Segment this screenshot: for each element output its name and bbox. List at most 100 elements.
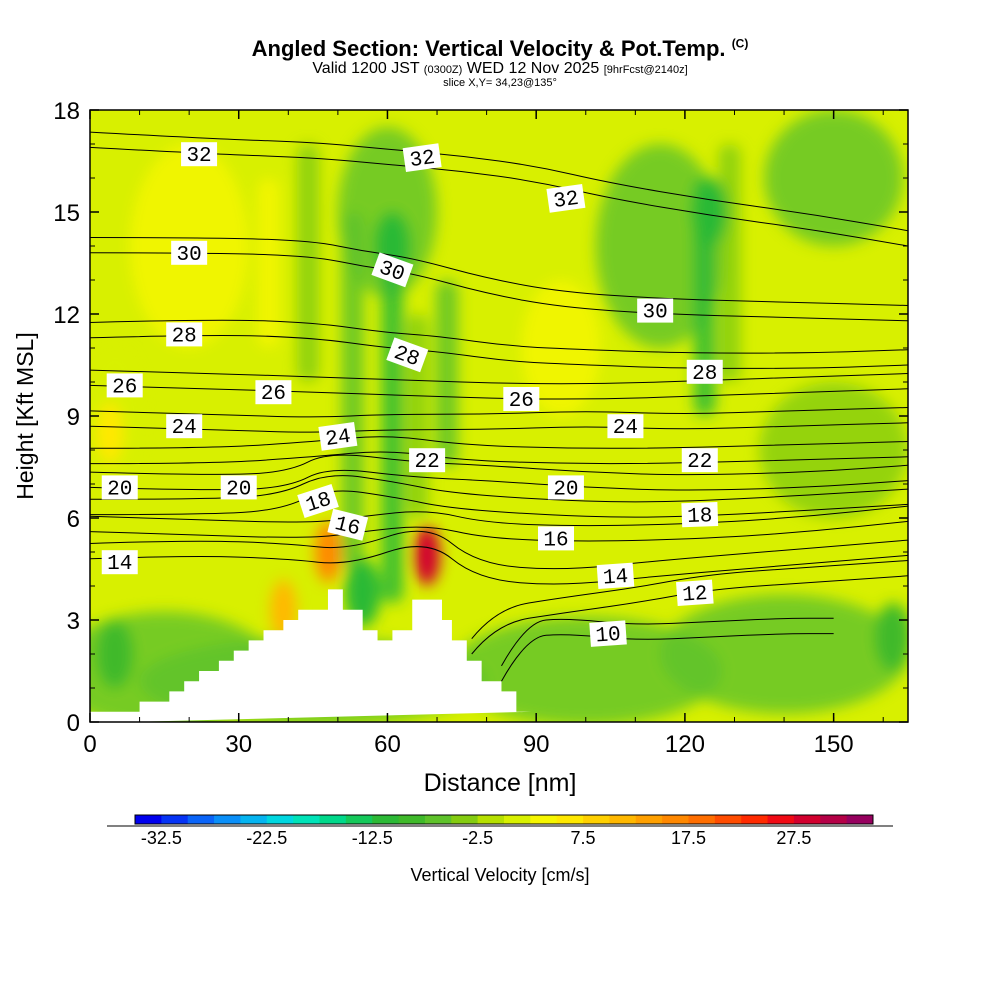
isentrope-minor (90, 505, 908, 527)
contour-label-text: 20 (226, 478, 251, 501)
contour-label: 16 (538, 526, 575, 552)
terrain (90, 589, 532, 723)
colorbar-swatch (319, 815, 347, 824)
contour-label-text: 28 (172, 325, 197, 348)
contour-label: 26 (503, 387, 540, 413)
valid-prefix: Valid 1200 JST (312, 60, 420, 77)
field-streak (718, 144, 741, 382)
colorbar-swatch (504, 815, 531, 824)
contour-label-text: 32 (408, 147, 436, 173)
isentrope-10 (501, 633, 834, 682)
colorbar-swatch (161, 815, 189, 824)
contour-label-box (171, 240, 208, 265)
contour-label: 12 (676, 579, 714, 608)
contour-label-text: 22 (687, 451, 712, 474)
colorbar-tick-label: -22.5 (246, 828, 287, 848)
downdraft-core (875, 603, 908, 671)
contour-label-text: 30 (643, 302, 668, 325)
contour-label-box (297, 484, 339, 518)
contour-label-box (681, 501, 719, 528)
y-tick-label: 6 (67, 506, 80, 533)
contour-label-box (681, 448, 718, 473)
contour-label-text: 28 (692, 363, 717, 386)
contour-label-box (589, 620, 627, 647)
colorbar-swatch (714, 815, 742, 824)
contour-label-text: 32 (552, 188, 580, 214)
contour-label-box (166, 322, 203, 347)
contour-label-text: 16 (543, 529, 568, 552)
forecast-info: [9hrFcst@2140z] (603, 64, 688, 76)
contour-label: 28 (166, 322, 203, 348)
field-band (660, 594, 908, 714)
contour-label: 20 (547, 475, 584, 501)
isentrope-32 (90, 146, 908, 247)
contour-label-text: 12 (682, 583, 709, 608)
contour-label-text: 24 (324, 426, 352, 452)
colorbar-swatch (240, 815, 268, 824)
colorbar-label: Vertical Velocity [cm/s] (410, 865, 589, 885)
contour-label-text: 20 (553, 478, 578, 501)
valid-time: Valid 1200 JST (0300Z) WED 12 Nov 2025 [… (0, 60, 1000, 78)
updraft-core (414, 525, 441, 586)
field-streak (257, 178, 280, 348)
x-tick-label: 0 (83, 731, 96, 758)
contour-label-text: 22 (415, 451, 440, 474)
contour-label-box (166, 414, 203, 439)
contour-label: 22 (681, 448, 718, 474)
colorbar-swatch (398, 815, 426, 824)
isentrope-minor (90, 407, 908, 418)
field-band (595, 144, 725, 348)
valid-date: WED 12 Nov 2025 (466, 60, 600, 77)
contour-label-box (637, 298, 674, 323)
contour-label: 32 (546, 184, 586, 214)
contour-label-text: 14 (107, 553, 132, 576)
valid-zulu: (0300Z) (423, 64, 463, 76)
potential-temperature-contours (90, 131, 908, 682)
contour-label-text: 20 (107, 478, 132, 501)
contour-label: 18 (681, 501, 719, 529)
contour-label-text: 24 (613, 417, 638, 440)
contour-label: 30 (371, 252, 414, 287)
field-streak (435, 280, 458, 467)
colorbar-swatch (846, 815, 874, 824)
contour-label: 18 (297, 484, 339, 518)
field-band (521, 280, 601, 416)
axes: 0 30 60 90 120 150 0 3 6 9 12 15 18 (53, 98, 908, 758)
contour-label-text: 32 (186, 145, 211, 168)
contour-label-box (106, 373, 143, 398)
colorbar-swatch (372, 815, 400, 824)
x-tick-label: 150 (814, 731, 854, 758)
contour-label-text: 10 (595, 624, 622, 649)
field-streak (341, 212, 364, 569)
contour-label-box (607, 414, 644, 439)
contour-label: 10 (589, 620, 627, 648)
contour-label-box (402, 143, 442, 172)
x-tick-label: 30 (225, 731, 252, 758)
colorbar-tick-label: 27.5 (776, 828, 811, 848)
contour-label-text: 30 (177, 244, 202, 267)
contour-label: 24 (166, 414, 203, 440)
colorbar-swatch (293, 815, 320, 824)
contour-label-box (546, 184, 586, 213)
field-band (759, 382, 908, 518)
field-band (449, 616, 723, 722)
isentrope-16 (90, 520, 908, 542)
colorbar-swatch (214, 815, 241, 824)
colorbar-tick-label: -12.5 (352, 828, 393, 848)
field-band (764, 110, 904, 246)
isentrope-minor (90, 131, 908, 232)
contour-label-text: 24 (172, 417, 197, 440)
contour-label: 32 (402, 143, 442, 173)
colorbar-tick-label: 7.5 (571, 828, 596, 848)
contour-label: 26 (106, 373, 143, 399)
contour-label-box (676, 579, 714, 607)
downdraft-core (96, 620, 133, 688)
colorbar-swatch (477, 815, 505, 824)
contour-label: 28 (686, 359, 723, 386)
isentrope-minor (90, 237, 908, 306)
isentrope-22 (90, 451, 908, 465)
downdraft-core (691, 178, 728, 246)
colorbar-swatch (135, 815, 162, 824)
colorbar-tick-label: -32.5 (141, 828, 182, 848)
